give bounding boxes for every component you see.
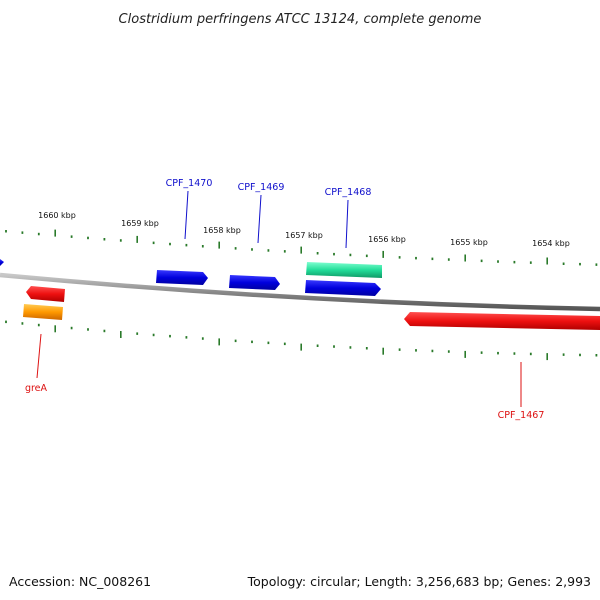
- gene-CPF_1470[interactable]: [156, 270, 208, 285]
- gene-forward-fragment[interactable]: [0, 259, 4, 266]
- genome-summary-text: Topology: circular; Length: 3,256,683 bp…: [247, 574, 591, 589]
- gene-CPF_1468[interactable]: [306, 262, 382, 278]
- label-greA[interactable]: greA: [25, 383, 48, 394]
- label-CPF_1470[interactable]: CPF_1470: [166, 178, 213, 189]
- kbp-label: 1660 kbp: [38, 211, 76, 220]
- map-title: Clostridium perfringens ATCC 13124, comp…: [119, 12, 482, 27]
- accession-text: Accession: NC_008261: [9, 574, 151, 589]
- gene-CPF_1467[interactable]: [404, 312, 600, 330]
- kbp-label: 1655 kbp: [450, 238, 488, 247]
- label-CPF_1467[interactable]: CPF_1467: [498, 410, 545, 421]
- kbp-labels: 1660 kbp 1659 kbp 1658 kbp 1657 kbp 1656…: [38, 211, 570, 248]
- kbp-label: 1657 kbp: [285, 231, 323, 240]
- gene-greA-orange[interactable]: [23, 304, 63, 320]
- gene-leader-lines: [36, 190, 522, 407]
- reverse-scale-ticks: [5, 320, 598, 361]
- kbp-label: 1654 kbp: [532, 239, 570, 248]
- gene-CPF_1469[interactable]: [229, 275, 280, 290]
- leader-CPF_1470: [184, 190, 189, 240]
- genome-backbone: [0, 272, 600, 312]
- label-CPF_1468[interactable]: CPF_1468: [325, 187, 372, 198]
- gene-forward-below-CPF_1468[interactable]: [305, 280, 381, 296]
- leader-CPF_1468: [345, 199, 349, 249]
- label-CPF_1469[interactable]: CPF_1469: [238, 182, 285, 193]
- kbp-label: 1659 kbp: [121, 219, 159, 228]
- leader-CPF_1469: [257, 194, 262, 244]
- forward-scale-ticks: [5, 229, 598, 266]
- kbp-label: 1658 kbp: [203, 226, 241, 235]
- gene-labels: CPF_1470 CPF_1469 CPF_1468 greA CPF_1467: [25, 178, 544, 421]
- gene-greA[interactable]: [26, 286, 65, 302]
- kbp-label: 1656 kbp: [368, 235, 406, 244]
- leader-greA: [36, 333, 42, 379]
